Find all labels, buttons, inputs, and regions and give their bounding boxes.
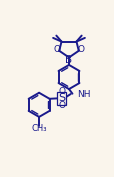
Text: NH: NH [77, 90, 90, 99]
Text: O: O [58, 101, 64, 110]
Text: CH₃: CH₃ [31, 124, 46, 133]
Text: O: O [58, 87, 64, 96]
Text: O: O [77, 45, 84, 54]
Text: B: B [65, 55, 72, 65]
Text: S: S [57, 93, 65, 103]
Text: O: O [53, 45, 60, 54]
